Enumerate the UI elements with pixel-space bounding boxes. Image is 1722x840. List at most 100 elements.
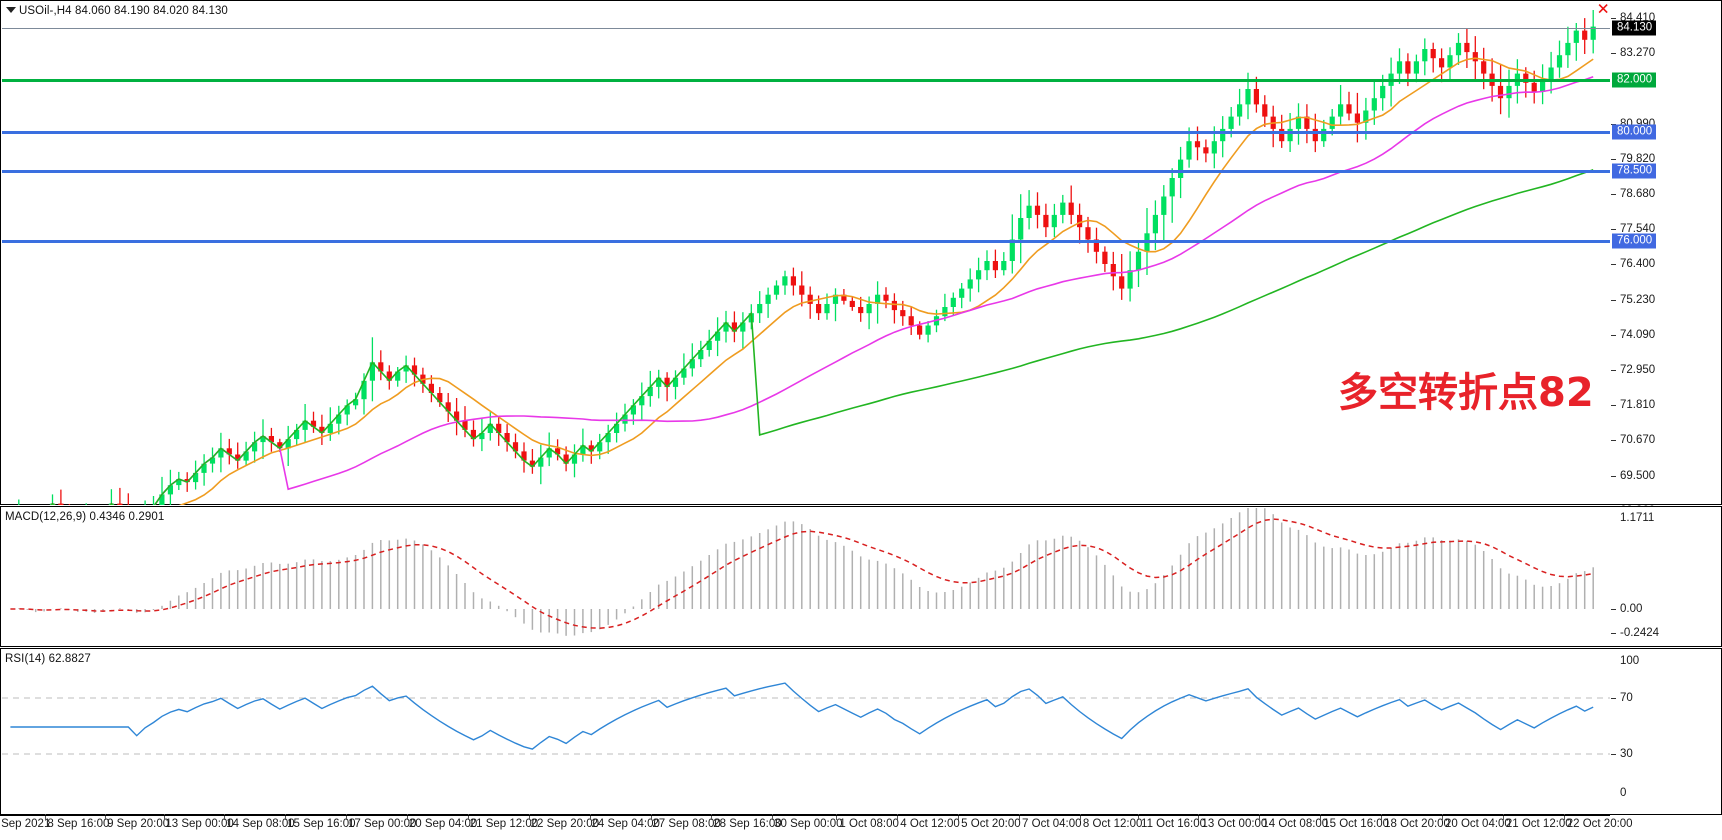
price-tag-78.500[interactable]: 78.500 — [1612, 163, 1657, 179]
time-label-19: 11 Oct 16:00 — [1141, 818, 1207, 830]
rsi-tick-0: 100 — [1620, 655, 1640, 667]
time-separator-7 — [407, 814, 409, 820]
price-tick-5: 77.540 — [1611, 223, 1655, 235]
time-label-20: 13 Oct 00:00 — [1201, 818, 1268, 830]
time-separator-26 — [1563, 814, 1565, 820]
level-76000 — [2, 240, 1610, 243]
time-label-6: 17 Sep 00:00 — [347, 818, 417, 830]
price-pane-title: USOil-,H4 84.060 84.190 84.020 84.130 — [19, 5, 228, 17]
price-tag-80.000[interactable]: 80.000 — [1612, 124, 1657, 140]
time-label-4: 14 Sep 08:00 — [226, 818, 295, 830]
rsi-pane-title: RSI(14) 62.8827 — [5, 653, 91, 665]
time-label-2: 9 Sep 20:00 — [107, 818, 170, 830]
time-separator-4 — [224, 814, 226, 820]
time-separator-21 — [1259, 814, 1261, 820]
time-label-3: 13 Sep 00:00 — [165, 818, 234, 830]
price-axis[interactable]: 84.41083.27080.99079.82078.68077.54076.4… — [1611, 2, 1721, 552]
time-separator-19 — [1137, 814, 1139, 820]
price-tag-84.130[interactable]: 84.130 — [1612, 20, 1657, 36]
price-tick-9: 72.950 — [1611, 364, 1655, 376]
time-label-17: 7 Oct 04:00 — [1022, 818, 1082, 830]
rsi-pane[interactable]: RSI(14) 62.8827 100 70 30 0 — [0, 648, 1722, 815]
time-label-23: 18 Oct 20:00 — [1384, 818, 1450, 830]
macd-pane-title: MACD(12,26,9) 0.4346 0.2901 — [5, 511, 165, 523]
level-80000 — [2, 131, 1610, 134]
time-separator-17 — [1018, 814, 1020, 820]
time-separator-22 — [1320, 814, 1322, 820]
time-label-13: 30 Sep 00:00 — [774, 818, 843, 830]
time-separator-11 — [650, 814, 652, 820]
time-separator-16 — [957, 814, 959, 820]
macd-axis[interactable]: 1.1711 0.00 -0.2424 — [1611, 508, 1721, 645]
time-separator-24 — [1441, 814, 1443, 820]
rsi-plot-area[interactable] — [2, 650, 1610, 815]
time-label-8: 21 Sep 12:00 — [469, 818, 539, 830]
rsi-axis[interactable]: 100 70 30 0 — [1611, 650, 1721, 813]
time-separator-13 — [772, 814, 774, 820]
price-tick-7: 75.230 — [1611, 294, 1655, 306]
price-tick-12: 69.500 — [1611, 470, 1655, 482]
price-tick-3: 79.820 — [1611, 153, 1655, 165]
time-label-12: 28 Sep 16:00 — [713, 818, 782, 830]
candlestick-series — [18, 4, 1608, 505]
time-separator-15 — [897, 814, 899, 820]
time-separator-6 — [346, 814, 348, 820]
price-plot-area[interactable] — [2, 2, 1610, 505]
time-separator-1 — [45, 814, 47, 820]
price-tag-82.000[interactable]: 82.000 — [1612, 72, 1657, 88]
price-tick-10: 71.810 — [1611, 399, 1655, 411]
time-label-25: 21 Oct 12:00 — [1505, 818, 1572, 830]
time-label-1: 8 Sep 16:00 — [47, 818, 110, 830]
chart-annotation-text: 多空转折点82 — [1338, 370, 1594, 416]
price-tick-1: 83.270 — [1611, 47, 1655, 59]
time-separator-12 — [711, 814, 713, 820]
level-78500 — [2, 170, 1610, 173]
macd-tick-1: 0.00 — [1611, 603, 1642, 615]
time-label-22: 15 Oct 16:00 — [1323, 818, 1390, 830]
time-label-11: 27 Sep 08:00 — [652, 818, 721, 830]
time-separator-18 — [1079, 814, 1081, 820]
time-separator-23 — [1381, 814, 1383, 820]
time-separator-25 — [1502, 814, 1504, 820]
price-tick-6: 76.400 — [1611, 258, 1655, 270]
price-tick-4: 78.680 — [1611, 188, 1655, 200]
time-separator-14 — [836, 814, 838, 820]
time-label-24: 20 Oct 04:00 — [1444, 818, 1511, 830]
time-axis-border — [0, 815, 1610, 816]
macd-plot-area[interactable] — [2, 508, 1610, 647]
time-separator-9 — [528, 814, 530, 820]
time-label-5: 15 Sep 16:00 — [287, 818, 356, 830]
time-separator-20 — [1198, 814, 1200, 820]
macd-pane[interactable]: MACD(12,26,9) 0.4346 0.2901 1.1711 0.00 -0… — [0, 506, 1722, 647]
time-label-16: 5 Oct 20:00 — [961, 818, 1021, 830]
level-84130 — [2, 28, 1610, 29]
macd-tick-0: 1.1711 — [1620, 512, 1655, 524]
rsi-tick-2: 30 — [1611, 748, 1633, 760]
price-tick-11: 70.670 — [1611, 434, 1655, 446]
time-label-0: 7 Sep 2021 — [0, 818, 51, 830]
rsi-series — [2, 682, 1610, 755]
time-separator-8 — [467, 814, 469, 820]
macd-tick-2: -0.2424 — [1611, 627, 1659, 639]
rsi-tick-3: 0 — [1620, 787, 1627, 799]
time-label-14: 1 Oct 08:00 — [839, 818, 899, 830]
macd-series — [10, 508, 1594, 636]
time-label-7: 20 Sep 04:00 — [408, 818, 478, 830]
time-separator-3 — [163, 814, 165, 820]
time-label-18: 8 Oct 12:00 — [1082, 818, 1143, 830]
time-label-15: 4 Oct 12:00 — [900, 818, 960, 830]
price-tick-8: 74.090 — [1611, 329, 1655, 341]
level-82000 — [2, 79, 1610, 82]
time-label-9: 22 Sep 20:00 — [530, 818, 600, 830]
rsi-tick-1: 70 — [1611, 692, 1633, 704]
price-tag-76.000[interactable]: 76.000 — [1612, 233, 1657, 249]
time-label-10: 24 Sep 04:00 — [591, 818, 660, 830]
price-pane[interactable]: USOil-,H4 84.060 84.190 84.020 84.130 84… — [0, 0, 1722, 552]
time-label-21: 14 Oct 08:00 — [1262, 818, 1329, 830]
time-label-26: 22 Oct 20:00 — [1566, 818, 1633, 830]
time-separator-10 — [589, 814, 591, 820]
time-separator-2 — [105, 814, 107, 820]
triangle-down-icon[interactable] — [6, 7, 16, 13]
